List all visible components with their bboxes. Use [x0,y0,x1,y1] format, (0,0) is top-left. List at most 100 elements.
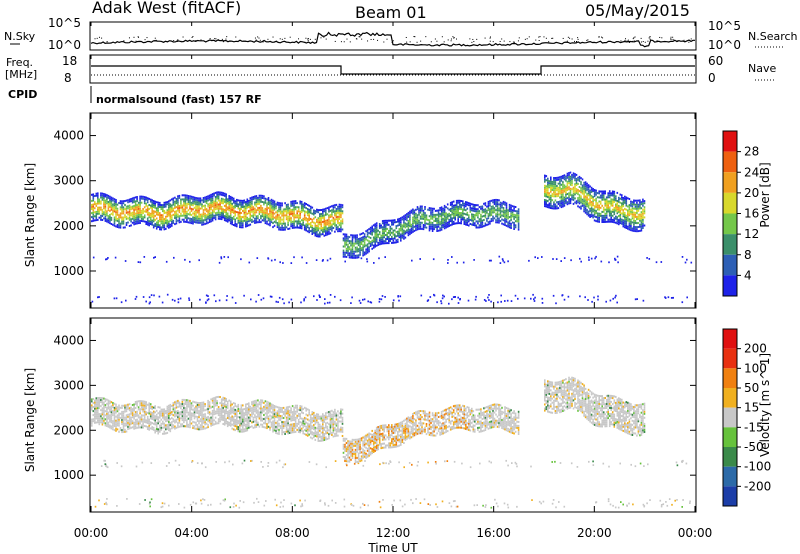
heatmap-cell [550,198,552,201]
heatmap-cell [401,216,404,219]
heatmap-cell [193,216,196,219]
heatmap-cell [445,218,447,221]
heatmap-cell [642,223,644,225]
heatmap-cell [245,207,247,210]
heatmap-cell [592,196,594,199]
heatmap-cell [116,428,119,431]
heatmap-cell [428,209,431,212]
heatmap-cell [112,414,114,417]
noise-search-point [171,41,173,43]
heatmap-cell [284,228,286,231]
noise-search-point [512,41,514,43]
heatmap-cell [550,200,552,203]
heatmap-cell [131,207,134,210]
noise-search-point [98,36,100,38]
heatmap-cell [211,211,214,214]
heatmap-cell [287,221,289,224]
heatmap-cell [142,404,144,407]
heatmap-cell [607,204,609,207]
heatmap-cell [204,216,206,219]
heatmap-cell [317,227,320,230]
heatmap-cell [260,194,262,197]
heatmap-cell [541,297,544,300]
heatmap-cell [134,421,137,424]
heatmap-cell [591,300,593,303]
heatmap-cell [568,198,570,201]
heatmap-cell [357,242,360,245]
heatmap-cell [602,194,605,197]
heatmap-cell [189,414,191,416]
heatmap-cell [174,196,176,199]
heatmap-cell [205,214,208,217]
heatmap-cell [131,410,134,413]
heatmap-cell [189,412,191,414]
heatmap-cell [508,220,511,223]
heatmap-cell [443,211,446,213]
noise-search-point [146,37,148,39]
heatmap-cell [407,213,410,216]
heatmap-cell [204,409,206,412]
heatmap-cell [211,401,214,404]
heatmap-cell [428,207,431,210]
heatmap-cell [205,200,208,202]
noise-search-point [538,36,540,38]
heatmap-cell [449,218,452,221]
heatmap-cell [155,225,158,228]
heatmap-cell [279,208,282,211]
heatmap-cell [496,205,499,208]
heatmap-cell [133,211,135,214]
heatmap-cell [137,400,140,403]
heatmap-cell [577,205,579,208]
heatmap-cell [604,208,606,211]
heatmap-cell [514,216,517,219]
heatmap-cell [642,208,644,211]
heatmap-cell [146,211,149,214]
heatmap-cell [201,199,203,202]
heatmap-cell [627,205,629,208]
heatmap-cell [189,197,191,200]
heatmap-cell [360,239,363,241]
heatmap-cell [232,199,235,202]
heatmap-cell [567,295,570,298]
heatmap-cell [184,196,187,199]
heatmap-cell [143,425,146,427]
heatmap-cell [163,210,166,212]
heatmap-cell [143,214,146,217]
heatmap-cell [495,221,497,224]
heatmap-cell [348,256,351,259]
heatmap-cell [107,407,110,410]
heatmap-cell [110,409,113,412]
heatmap-cell [584,191,587,194]
heatmap-cell [404,236,407,239]
noise-search-point [307,38,309,40]
heatmap-cell [314,232,317,235]
heatmap-cell [163,224,166,227]
heatmap-cell [359,245,361,248]
heatmap-cell [225,215,227,218]
heatmap-cell [584,201,587,204]
heatmap-cell [416,214,419,217]
noise-search-point [538,39,540,41]
heatmap-cell [619,197,622,200]
heatmap-cell [98,419,101,422]
heatmap-cell [109,203,111,206]
heatmap-cell [487,200,490,203]
heatmap-cell [266,220,268,223]
heatmap-cell [640,221,643,224]
heatmap-cell [163,203,166,206]
heatmap-cell [326,219,329,222]
heatmap-cell [455,206,458,208]
heatmap-cell [276,217,279,220]
heatmap-cell [127,425,129,428]
heatmap-cell [575,182,578,184]
heatmap-cell [190,406,193,409]
heatmap-cell [251,206,253,209]
heatmap-cell [214,200,217,202]
heatmap-cell [133,219,135,222]
heatmap-cell [568,172,570,174]
heatmap-cell [122,416,125,419]
heatmap-cell [106,414,108,417]
noise-search-point [217,39,219,41]
heatmap-cell [354,246,357,249]
heatmap-cell [140,424,143,427]
